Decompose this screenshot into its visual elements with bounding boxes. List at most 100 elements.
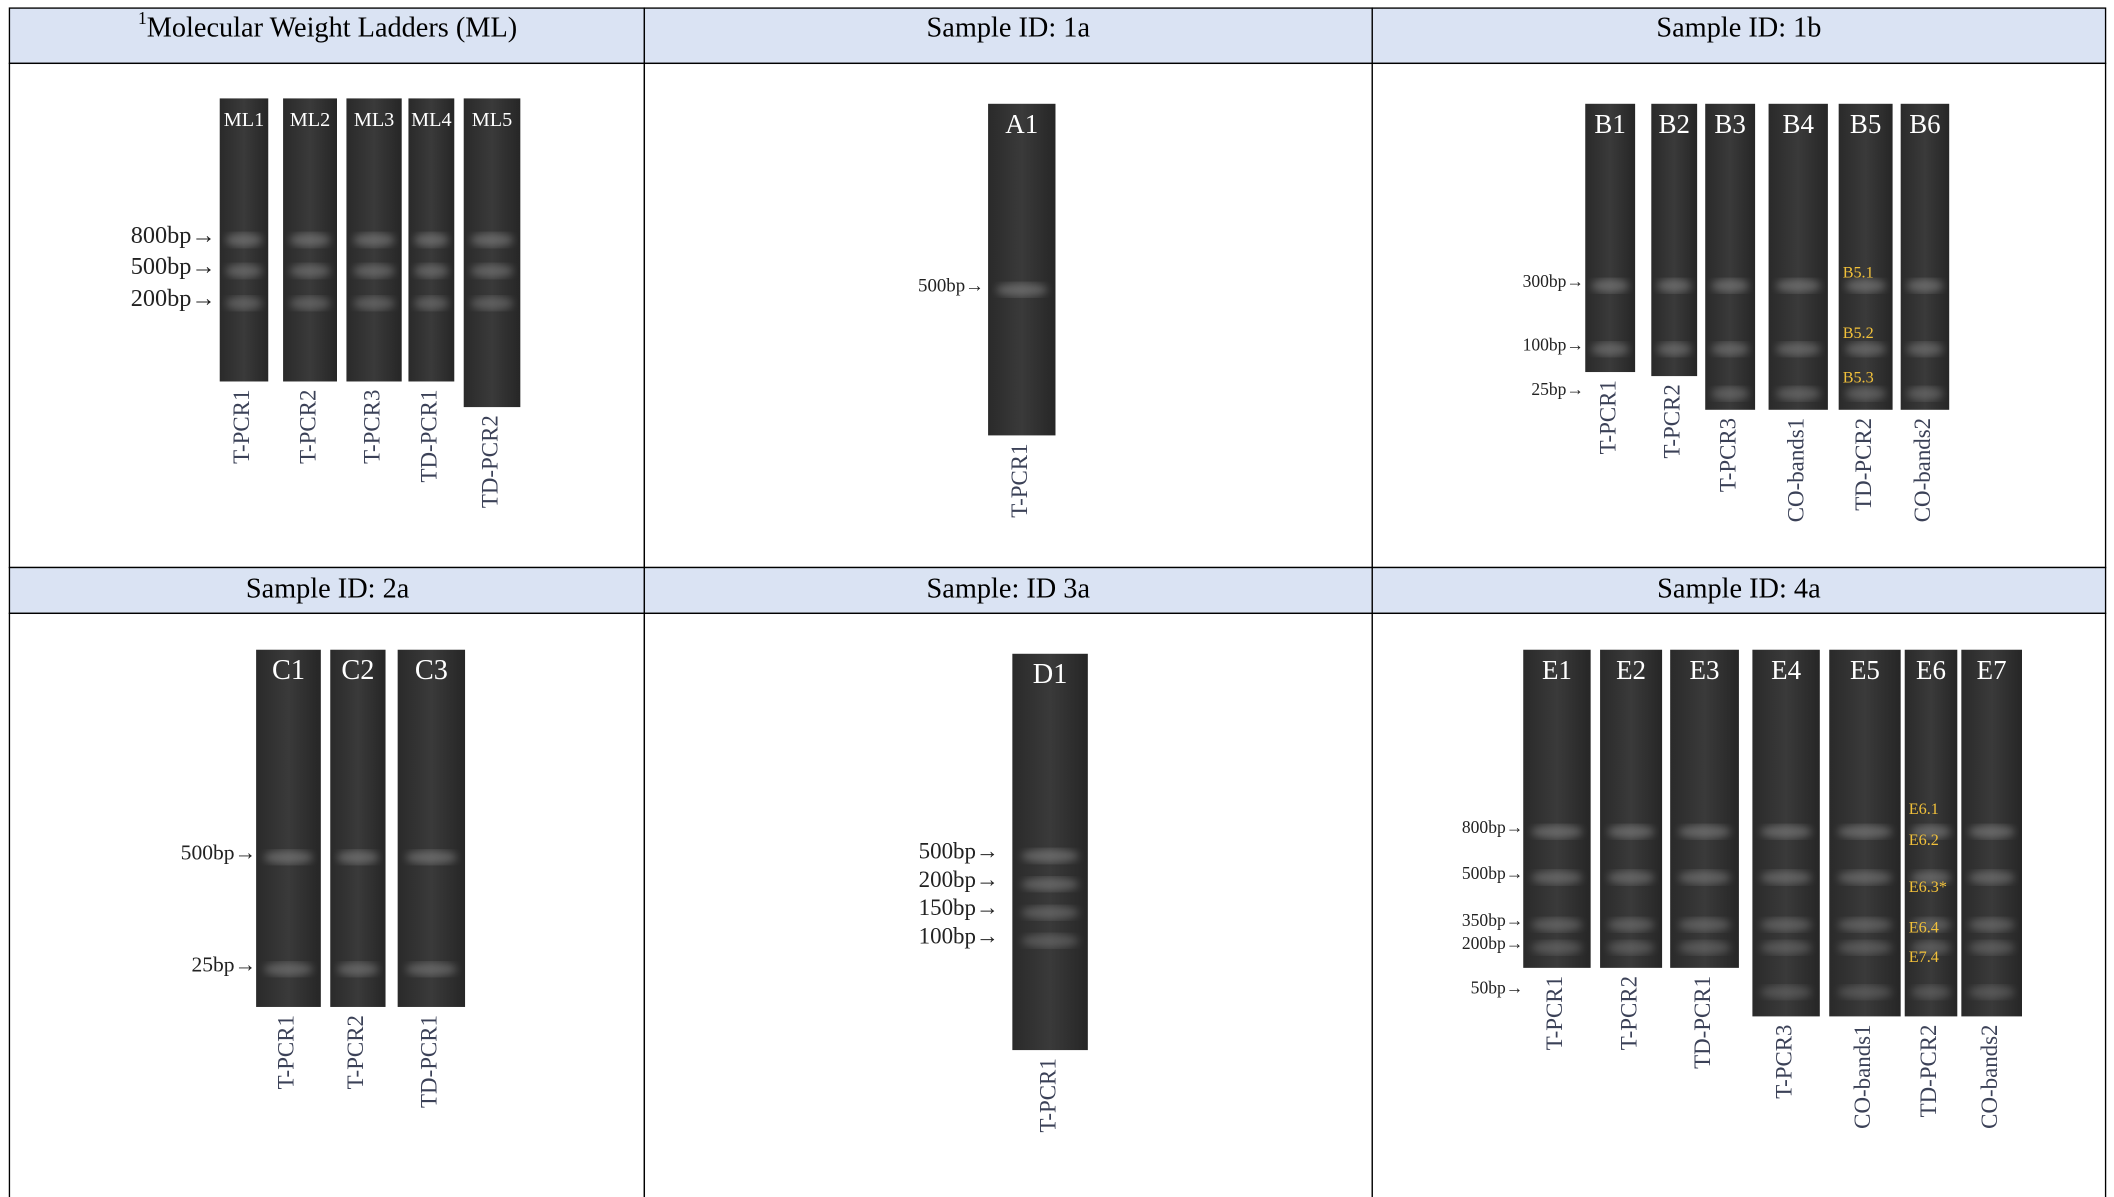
gel-band <box>226 297 263 310</box>
gel-lane <box>988 104 1055 436</box>
gel-band <box>1531 871 1582 884</box>
lane-label: ML1 <box>224 109 264 131</box>
size-marker: 800bp→ <box>131 222 216 249</box>
gel-band <box>1838 985 1892 998</box>
gel-band <box>406 962 457 975</box>
lane-name: T-PCR1 <box>1035 1058 1060 1132</box>
gel-band <box>1907 387 1944 400</box>
size-marker: 300bp→ <box>1523 271 1584 291</box>
gel-band <box>1760 941 1811 954</box>
gel-band <box>1838 918 1892 931</box>
header-text: Sample: ID 3a <box>927 573 1091 604</box>
lane-label: E5 <box>1850 655 1880 685</box>
lane-label: E3 <box>1690 655 1720 685</box>
lane-label: E1 <box>1542 655 1572 685</box>
lane-name: T-PCR3 <box>1715 418 1740 492</box>
size-marker: 25bp→ <box>1531 379 1584 399</box>
figure-content: 1Molecular Weight Ladders (ML) ML1 T-PCR1 M… <box>9 8 2105 1197</box>
gel-band <box>1591 279 1629 292</box>
header-text: Molecular Weight Ladders (ML) <box>147 12 517 43</box>
size-marker: 500bp→ <box>918 275 984 296</box>
gel-band <box>1760 985 1811 998</box>
gel-lane <box>1651 104 1697 376</box>
gel-band <box>1608 941 1655 954</box>
gel-lane <box>330 650 385 1007</box>
gel-band <box>1969 941 2015 954</box>
gel-band <box>1760 918 1811 931</box>
gel-band <box>1531 825 1582 838</box>
size-marker: 200bp→ <box>919 867 999 892</box>
header-text: Sample ID: 1a <box>927 12 1091 43</box>
gel-band <box>1776 279 1821 292</box>
lane-label: C1 <box>272 655 305 686</box>
lane-name: T-PCR1 <box>1542 976 1567 1050</box>
lane-label: B6 <box>1909 109 1940 139</box>
panel-header: Sample ID: 1b <box>1656 12 1821 43</box>
lane-label: ML5 <box>472 109 512 131</box>
gel-band <box>290 264 331 277</box>
gel-band <box>414 297 449 310</box>
size-marker: 800bp→ <box>1462 817 1523 837</box>
gel-lane <box>256 650 321 1007</box>
gel-band <box>1969 918 2015 931</box>
lane-label: ML4 <box>411 109 451 131</box>
gel-band <box>353 297 395 310</box>
band-annotation: E7.4 <box>1909 949 1939 966</box>
gel-band <box>1608 871 1655 884</box>
gel-band <box>1838 941 1892 954</box>
gel-band <box>337 962 379 975</box>
gel-lane <box>1839 104 1893 410</box>
lane-label: A1 <box>1005 109 1038 139</box>
gel-lane <box>1901 104 1950 410</box>
gel-band <box>1711 387 1749 400</box>
gel-band <box>1021 906 1078 919</box>
size-marker: 500bp→ <box>131 253 216 280</box>
gel-band <box>1591 342 1629 355</box>
gel-band <box>1907 279 1944 292</box>
gel-band <box>1838 871 1892 884</box>
lane-name: T-PCR2 <box>295 390 320 464</box>
gel-band <box>996 283 1047 296</box>
lane-name: TD-PCR2 <box>477 415 502 508</box>
gel-band <box>471 297 514 310</box>
lane-label: ML3 <box>354 109 394 131</box>
gel-band <box>1911 985 1951 998</box>
lane-name: TD-PCR2 <box>1851 418 1876 511</box>
lane-name: CO-bands1 <box>1850 1024 1875 1128</box>
lane-name: TD-PCR1 <box>417 1015 442 1108</box>
lane-name: T-PCR2 <box>343 1015 368 1089</box>
band-annotation: E6.3* <box>1909 879 1947 896</box>
band-annotation: B5.2 <box>1843 325 1874 342</box>
body-cell <box>644 613 1372 1197</box>
gel-band <box>1969 985 2015 998</box>
lane-label: B1 <box>1594 109 1625 139</box>
gel-band <box>226 264 263 277</box>
gel-band <box>1711 342 1749 355</box>
lane-name: T-PCR3 <box>359 390 384 464</box>
gel-band <box>414 233 449 246</box>
gel-band <box>1760 871 1811 884</box>
figure: 1Molecular Weight Ladders (ML) ML1 T-PCR1 M… <box>0 0 2114 1197</box>
gel-band <box>290 297 331 310</box>
gel-band <box>264 962 313 975</box>
lane-label: B3 <box>1714 109 1745 139</box>
lane-name: CO-bands2 <box>1977 1024 2002 1128</box>
header-text: Sample ID: 2a <box>246 573 410 604</box>
gel-band <box>1608 825 1655 838</box>
gel-band <box>1021 849 1078 862</box>
gel-band <box>1678 918 1730 931</box>
lane-label: E2 <box>1616 655 1646 685</box>
lane-label: B4 <box>1782 109 1814 139</box>
lane-name: T-PCR2 <box>1659 384 1684 458</box>
gel-band <box>1969 825 2015 838</box>
lane-name: T-PCR1 <box>229 390 254 464</box>
gel-lane <box>1769 104 1828 410</box>
lane-name: T-PCR1 <box>274 1015 299 1089</box>
panel-header: 1Molecular Weight Ladders (ML) <box>138 8 517 43</box>
gel-band <box>1657 342 1692 355</box>
gel-band <box>1907 342 1944 355</box>
size-marker: 200bp→ <box>131 285 216 312</box>
panel-header: Sample ID: 1a <box>927 12 1091 43</box>
band-annotation: E6.1 <box>1909 801 1939 818</box>
gel-band <box>353 264 395 277</box>
